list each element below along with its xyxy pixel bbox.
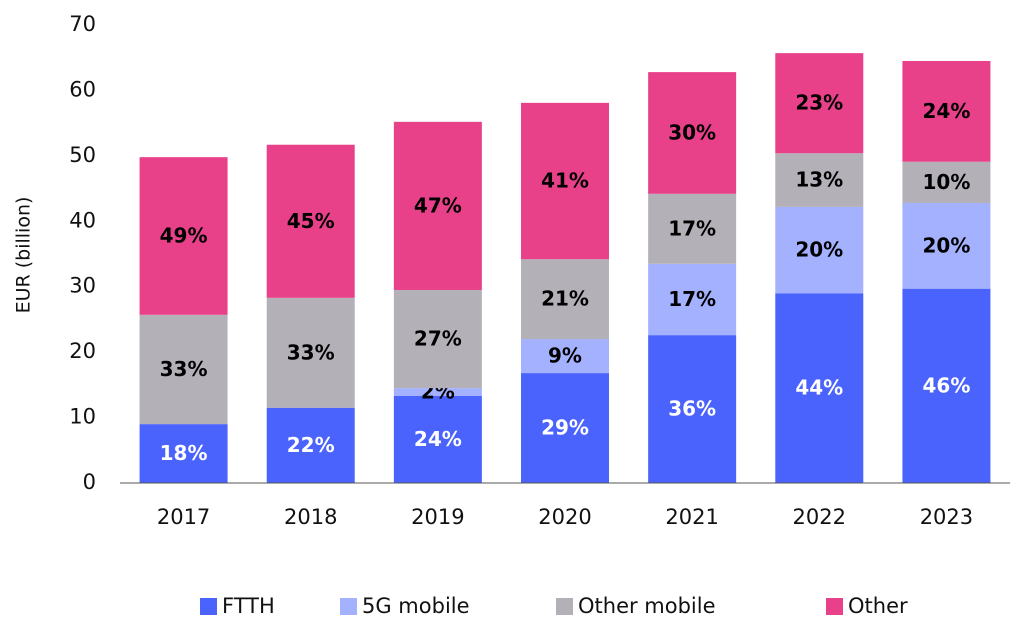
bar-segment [902,288,991,483]
legend-swatch [200,598,217,615]
data-label: 47% [414,193,462,217]
bar-segment [775,153,864,207]
y-tick-label: 50 [69,143,96,167]
bar-segment [139,424,228,483]
x-tick-label: 2019 [411,505,464,529]
y-tick-label: 60 [69,77,96,101]
bar-segment [266,297,355,408]
bar-segment [902,161,991,203]
x-tick-label: 2018 [284,505,337,529]
bar-segment [139,314,228,425]
data-label: 17% [668,216,716,240]
data-label: 18% [160,441,208,465]
bar-segment [648,263,737,336]
bar-segment [902,202,991,289]
data-label: 23% [795,91,843,115]
data-label: 45% [287,209,335,233]
data-label: 41% [541,169,589,193]
data-label: 13% [795,168,843,192]
bar-segment [775,53,864,154]
data-label: 9% [548,344,582,368]
bar-segment [521,259,609,340]
bar-segment [266,407,355,483]
data-label: 20% [795,238,843,262]
data-label: 29% [541,416,589,440]
data-label: 33% [287,340,335,364]
legend-label: 5G mobile [362,594,470,618]
data-label: 21% [541,287,589,311]
legend-swatch [826,598,843,615]
y-tick-label: 30 [69,274,96,298]
data-label: 36% [668,397,716,421]
x-tick-label: 2017 [157,505,210,529]
y-tick-label: 70 [69,12,96,36]
y-tick-label: 0 [83,470,96,494]
y-axis-title: EUR (billion) [13,197,35,314]
bar-segment [393,289,482,389]
bar-segment [393,395,482,483]
data-label: 20% [922,233,970,257]
legend-swatch [556,598,573,615]
x-tick-label: 2022 [793,505,846,529]
legend-label: Other mobile [578,594,716,618]
y-tick-label: 10 [69,405,96,429]
data-label: 33% [160,357,208,381]
x-tick-label: 2023 [920,505,973,529]
data-label: 49% [160,224,208,248]
data-label: 22% [287,433,335,457]
x-tick-label: 2021 [665,505,718,529]
bar-segment [648,335,737,483]
bar-segment [648,193,737,264]
data-label: 24% [414,427,462,451]
bar-segment [775,206,864,294]
bar-segment [393,121,482,290]
bar-segment [902,60,991,162]
bar-segment [521,339,609,374]
data-label: 46% [922,373,970,397]
bar-segment [521,102,609,260]
data-label: 10% [922,170,970,194]
x-tick-label: 2020 [538,505,591,529]
data-label: 30% [668,120,716,144]
y-tick-label: 40 [69,208,96,232]
legend-label: Other [848,594,908,618]
bar-segment [393,388,482,396]
data-label: 17% [668,287,716,311]
y-tick-label: 20 [69,339,96,363]
data-label: 24% [922,99,970,123]
legend-label: FTTH [222,594,275,618]
bar-segment [648,72,737,194]
data-label: 44% [795,376,843,400]
bar-segment [139,157,228,315]
data-label: 27% [414,327,462,351]
bar-segment [775,293,864,483]
legend-swatch [340,598,357,615]
bar-segment [266,144,355,298]
bar-segment [521,373,609,483]
